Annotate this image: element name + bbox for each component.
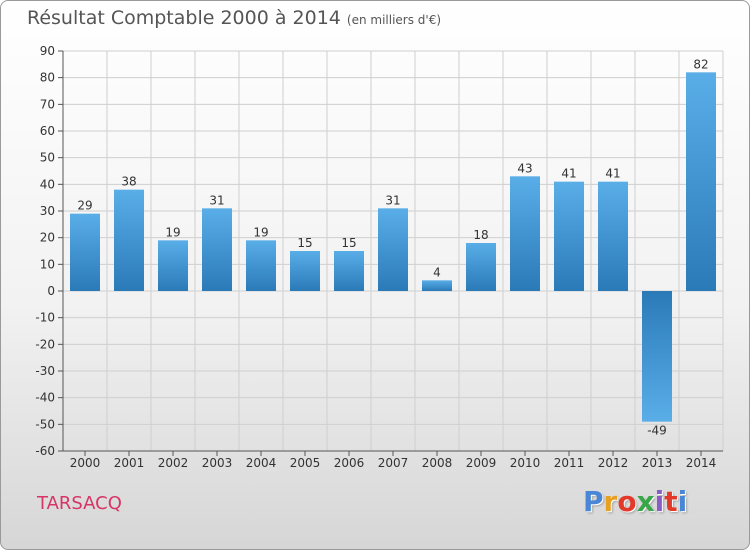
y-tick-label: -60: [35, 444, 55, 458]
logo-letter: t: [664, 485, 678, 518]
proxiti-logo: Proxiti: [583, 485, 687, 518]
y-tick-label: 10: [40, 257, 55, 271]
y-tick-label: -20: [35, 337, 55, 351]
title-text: Résultat Comptable 2000 à 2014: [27, 7, 341, 29]
bar-2004: [246, 240, 276, 291]
data-label-2001: 38: [121, 175, 136, 189]
logo-letter: r: [603, 485, 618, 518]
y-tick-label: 60: [40, 124, 55, 138]
bar-2002: [158, 240, 188, 291]
x-tick-label-2006: 2006: [334, 456, 365, 470]
logo-letter: i: [654, 485, 665, 518]
x-tick-label-2008: 2008: [422, 456, 453, 470]
y-tick-label: -50: [35, 417, 55, 431]
x-tick-label-2005: 2005: [290, 456, 321, 470]
x-tick-label-2010: 2010: [510, 456, 541, 470]
logo-letter: P: [583, 485, 604, 518]
y-tick-label: -10: [35, 311, 55, 325]
logo-letter: x: [636, 485, 655, 518]
bar-2013: [642, 291, 672, 422]
x-tick-label-2013: 2013: [642, 456, 673, 470]
y-tick-label: 30: [40, 204, 55, 218]
y-tick-label: 90: [40, 44, 55, 58]
bar-2012: [598, 181, 628, 291]
data-label-2014: 82: [693, 57, 708, 71]
x-tick-label-2011: 2011: [554, 456, 585, 470]
data-label-2013: -49: [647, 424, 667, 438]
x-tick-label-2003: 2003: [202, 456, 233, 470]
commune-name: TARSACQ: [37, 493, 122, 514]
x-tick-label-2004: 2004: [246, 456, 277, 470]
y-tick-label: 0: [47, 284, 55, 298]
x-tick-label-2014: 2014: [686, 456, 717, 470]
logo-letter: o: [617, 485, 637, 518]
bar-2008: [422, 280, 452, 291]
data-label-2012: 41: [605, 167, 620, 181]
bar-2005: [290, 251, 320, 291]
y-tick-label: 80: [40, 71, 55, 85]
y-tick-label: -40: [35, 391, 55, 405]
bar-2003: [202, 208, 232, 291]
data-label-2008: 4: [433, 265, 441, 279]
data-label-2005: 15: [297, 236, 312, 250]
y-tick-label: 40: [40, 177, 55, 191]
x-tick-label-2001: 2001: [114, 456, 145, 470]
bar-2001: [114, 189, 144, 291]
bar-2014: [686, 72, 716, 291]
data-label-2011: 41: [561, 167, 576, 181]
bar-2011: [554, 181, 584, 291]
bar-2010: [510, 176, 540, 291]
bar-2000: [70, 213, 100, 291]
x-tick-label-2012: 2012: [598, 456, 629, 470]
title-unit: (en milliers d'€): [346, 13, 442, 27]
chart-title: Résultat Comptable 2000 à 2014 (en millie…: [27, 7, 441, 29]
logo-letter: i: [677, 485, 688, 518]
y-tick-label: 50: [40, 151, 55, 165]
bar-2007: [378, 208, 408, 291]
data-label-2007: 31: [385, 193, 400, 207]
bar-2006: [334, 251, 364, 291]
x-tick-label-2000: 2000: [70, 456, 101, 470]
data-label-2004: 19: [253, 225, 268, 239]
data-label-2003: 31: [209, 193, 224, 207]
y-tick-label: 70: [40, 97, 55, 111]
data-label-2009: 18: [473, 228, 488, 242]
y-tick-label: -30: [35, 364, 55, 378]
data-label-2010: 43: [517, 161, 532, 175]
data-label-2000: 29: [77, 199, 92, 213]
x-tick-label-2002: 2002: [158, 456, 189, 470]
x-tick-label-2009: 2009: [466, 456, 497, 470]
data-label-2006: 15: [341, 236, 356, 250]
x-tick-label-2007: 2007: [378, 456, 409, 470]
y-tick-label: 20: [40, 231, 55, 245]
data-label-2002: 19: [165, 225, 180, 239]
bar-2009: [466, 243, 496, 291]
